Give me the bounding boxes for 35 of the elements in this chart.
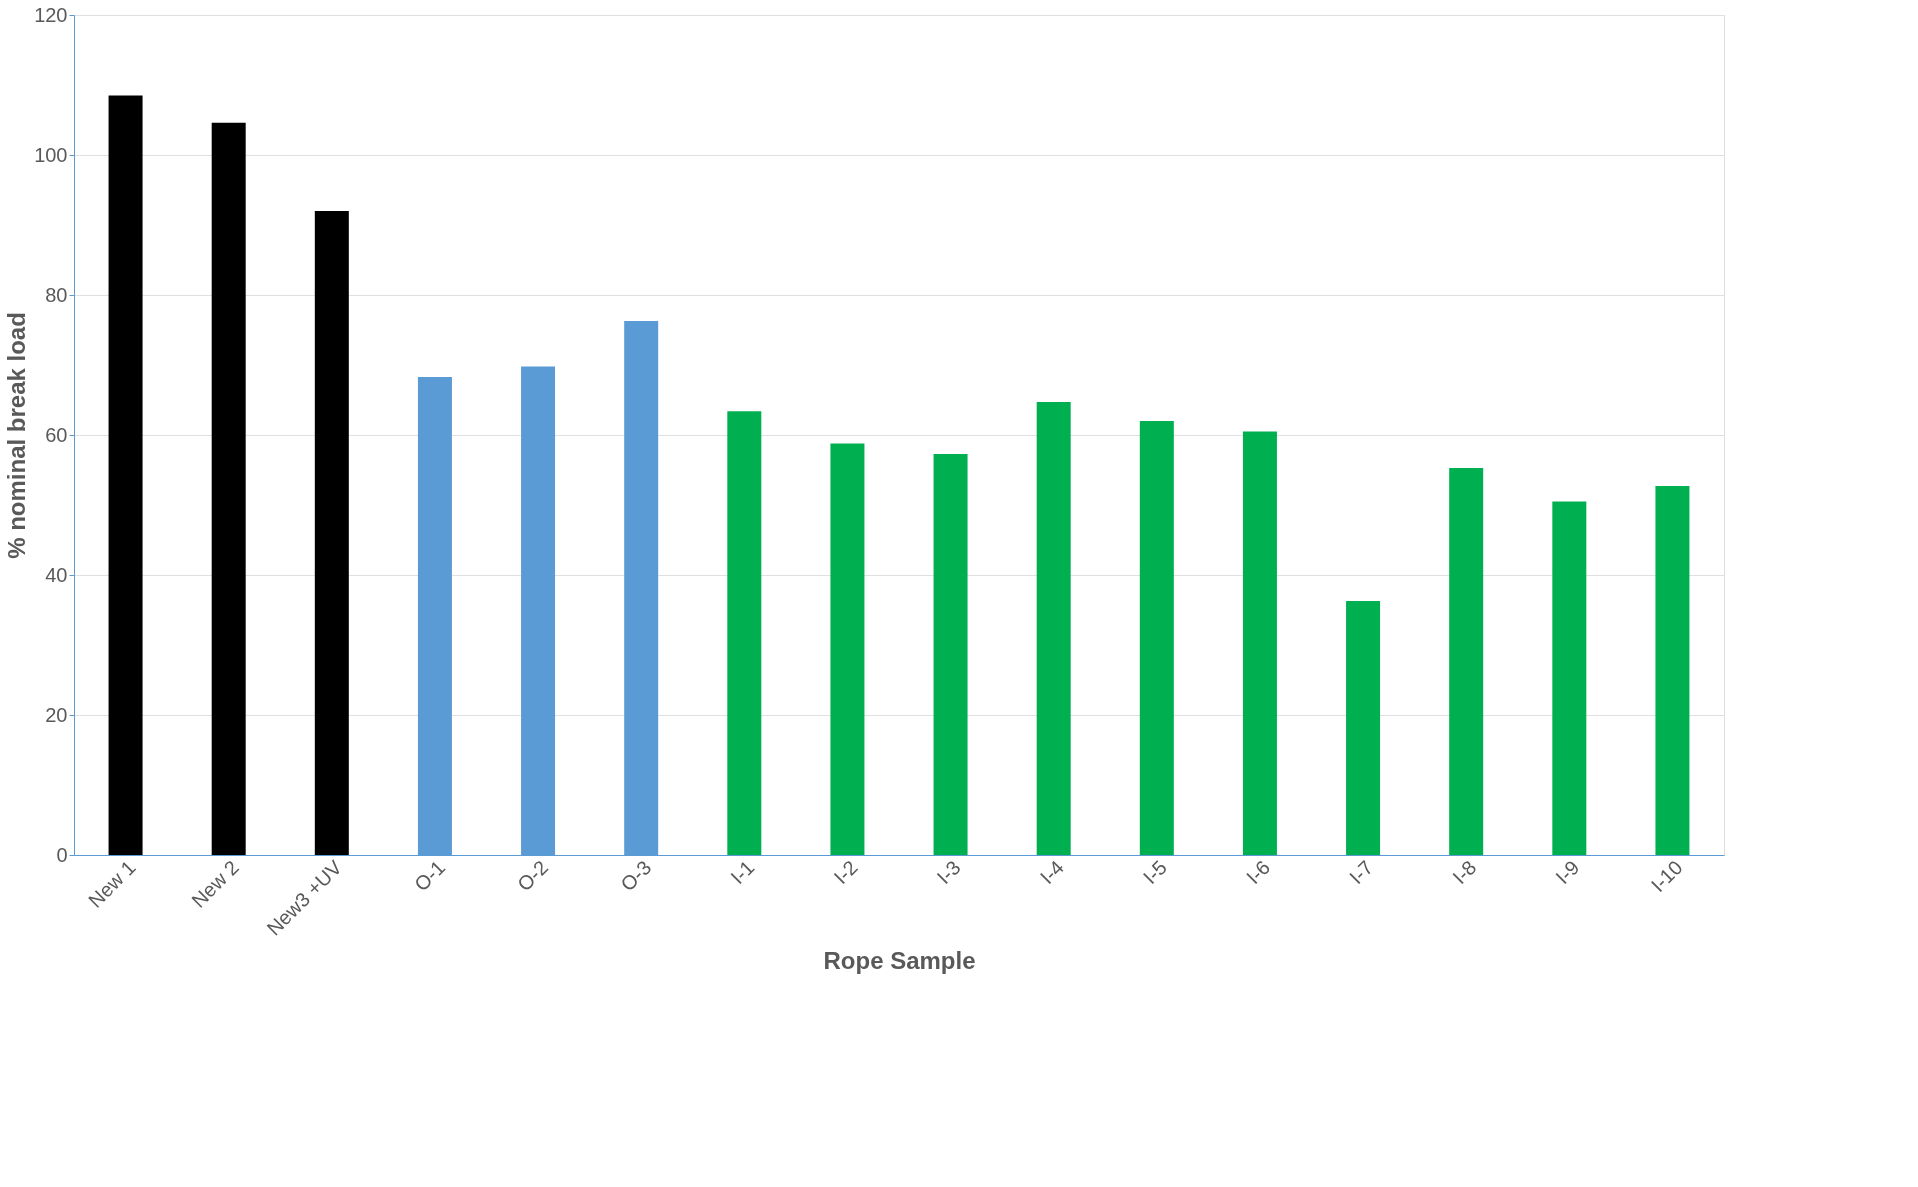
x-tick-label: I-1 [726, 856, 759, 889]
x-tick-label: I-7 [1345, 856, 1378, 889]
bar [1346, 600, 1381, 855]
x-tick-label: I-10 [1646, 856, 1687, 897]
y-tick-label: 20 [45, 703, 68, 726]
bar [108, 95, 143, 855]
x-tick-label: O-1 [409, 856, 450, 896]
x-axis-title: Rope Sample [823, 946, 976, 974]
bar [1139, 421, 1174, 855]
x-tick-label: I-3 [932, 856, 965, 889]
y-tick-label: 100 [34, 143, 68, 166]
x-tick-label: O-2 [513, 856, 553, 896]
bar [1449, 467, 1484, 855]
bar [933, 453, 968, 855]
x-tick-label: I-5 [1138, 856, 1171, 889]
y-axis-title: % nominal break load [3, 312, 31, 559]
x-tick-label: I-6 [1242, 856, 1275, 889]
bar [1655, 486, 1690, 855]
bar [1036, 402, 1071, 855]
x-tick-label: I-8 [1448, 856, 1481, 889]
x-tick-label: I-2 [829, 856, 862, 889]
bar [211, 122, 246, 855]
y-tick-label: 0 [56, 843, 68, 866]
bar [830, 443, 865, 855]
bar [1552, 501, 1587, 855]
y-tick-label: 40 [45, 563, 68, 586]
bar [314, 211, 349, 855]
y-tick-label: 60 [45, 423, 68, 446]
bar [1242, 431, 1277, 855]
y-tick-label: 120 [34, 3, 68, 26]
x-tick-label: I-9 [1551, 856, 1584, 889]
x-tick-label: I-4 [1035, 856, 1068, 889]
y-tick-label: 80 [45, 283, 68, 306]
bar [727, 411, 762, 855]
x-tick-label: O-3 [616, 856, 656, 896]
